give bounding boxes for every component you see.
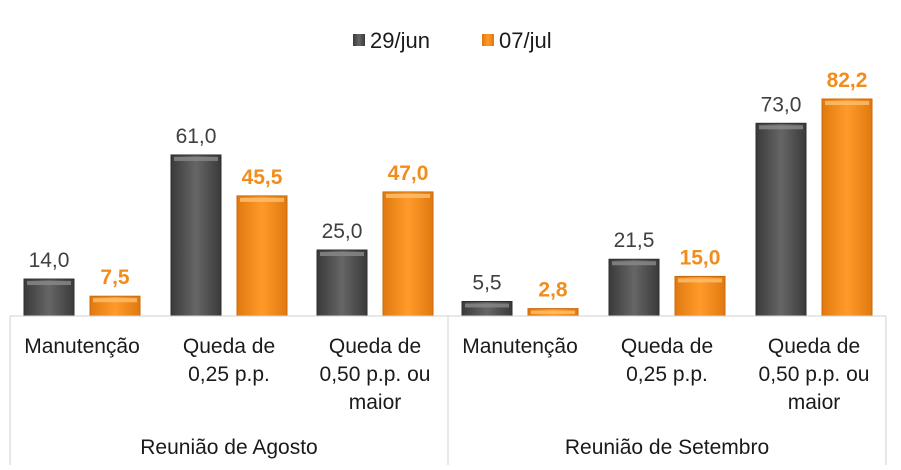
bar-bevel-series-1-cat-3 — [320, 252, 364, 257]
value-label-series-1-cat-1: 14,0 — [29, 249, 70, 272]
legend-label-series-2: 07/jul — [499, 28, 552, 53]
category-label-4: Manutenção — [462, 335, 578, 358]
bars-layer — [23, 98, 873, 317]
value-label-series-2-cat-4: 2,8 — [538, 279, 568, 302]
category-labels-layer: Manutenção Queda de 0,25 p.p. Queda de 0,50 … — [24, 335, 869, 414]
category-label-6: Queda de 0,50 p.p. ou maior — [759, 335, 870, 414]
category-label-2: Queda de 0,25 p.p. — [183, 335, 275, 386]
value-label-series-2-cat-2: 45,5 — [242, 166, 283, 189]
bar-series-1-cat-1 — [23, 278, 75, 317]
bar-series-1-cat-3 — [316, 249, 368, 317]
category-label-1: Manutenção — [24, 335, 140, 358]
bar-bevel-series-2-cat-5 — [678, 278, 722, 283]
bar-series-1-cat-6 — [755, 122, 807, 317]
bar-series-2-cat-2 — [236, 195, 288, 317]
bar-bevel-series-2-cat-6 — [825, 101, 869, 105]
bar-bevel-series-1-cat-6 — [759, 125, 803, 130]
bar-series-2-cat-6 — [821, 98, 873, 317]
bar-series-1-cat-2 — [170, 154, 222, 317]
bar-bevel-series-2-cat-3 — [386, 193, 430, 198]
axes — [9, 315, 887, 465]
group-label-1: Reunião de Agosto — [140, 436, 317, 459]
value-label-series-2-cat-6: 82,2 — [827, 69, 868, 92]
value-labels-layer: 14,0 61,0 25,0 5,5 21,5 73,0 7,5 45,5 47,0 2,8 15,… — [29, 69, 868, 302]
bar-bevel-series-2-cat-2 — [240, 197, 284, 202]
group-labels-layer: Reunião de Agosto Reunião de Setembro — [140, 436, 769, 459]
value-label-series-2-cat-5: 15,0 — [680, 246, 721, 269]
category-label-5: Queda de 0,25 p.p. — [621, 335, 713, 386]
value-label-series-1-cat-5: 21,5 — [614, 229, 655, 252]
value-label-series-1-cat-4: 5,5 — [472, 271, 501, 294]
value-label-series-2-cat-3: 47,0 — [388, 162, 429, 185]
group-label-2: Reunião de Setembro — [565, 436, 769, 459]
bar-bevel-series-1-cat-4 — [465, 303, 509, 308]
value-label-series-1-cat-6: 73,0 — [761, 93, 802, 116]
bar-bevel-series-2-cat-4 — [531, 310, 575, 314]
bar-bevel-series-1-cat-1 — [27, 281, 71, 286]
bar-series-2-cat-3 — [382, 191, 434, 317]
bar-series-1-cat-5 — [608, 258, 660, 317]
value-label-series-1-cat-3: 25,0 — [322, 220, 363, 243]
bar-series-2-cat-5 — [674, 275, 726, 317]
legend-label-series-1: 29/jun — [370, 28, 430, 53]
value-label-series-2-cat-1: 7,5 — [100, 266, 130, 289]
bar-bevel-series-2-cat-1 — [93, 298, 137, 303]
legend-swatch-series-2 — [482, 34, 494, 46]
legend-swatch-series-1 — [353, 34, 365, 46]
legend: 29/jun 07/jul — [353, 28, 552, 53]
value-label-series-1-cat-2: 61,0 — [176, 125, 217, 148]
category-label-3: Queda de 0,50 p.p. ou maior — [320, 335, 431, 414]
bar-bevel-series-1-cat-2 — [174, 156, 218, 161]
bar-bevel-series-1-cat-5 — [612, 261, 656, 266]
